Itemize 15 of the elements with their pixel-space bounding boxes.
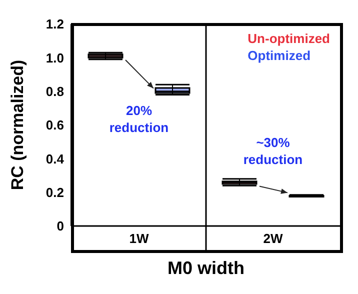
y-tick-label: 0 bbox=[56, 218, 64, 234]
y-tick-label: 1.2 bbox=[46, 16, 64, 32]
x-axis-title: M0 width bbox=[166, 258, 246, 279]
text: Un-optimized bbox=[248, 30, 330, 47]
y-tick-label: 1.0 bbox=[46, 50, 64, 66]
y-tick-label: 0.6 bbox=[46, 118, 64, 133]
y-tick-label: 0.8 bbox=[46, 84, 64, 99]
y-tick-label: 0.2 bbox=[46, 184, 64, 200]
x-tick-label: 2W bbox=[263, 231, 284, 246]
annotation: 20% reduction bbox=[108, 102, 170, 136]
annotation: ~30% reduction bbox=[242, 134, 304, 168]
y-axis-title: RC (normalized) bbox=[8, 60, 28, 190]
y-tick-label: 0.4 bbox=[46, 151, 65, 166]
x-tick-label: 1W bbox=[129, 231, 150, 246]
text: Optimized bbox=[248, 47, 312, 64]
